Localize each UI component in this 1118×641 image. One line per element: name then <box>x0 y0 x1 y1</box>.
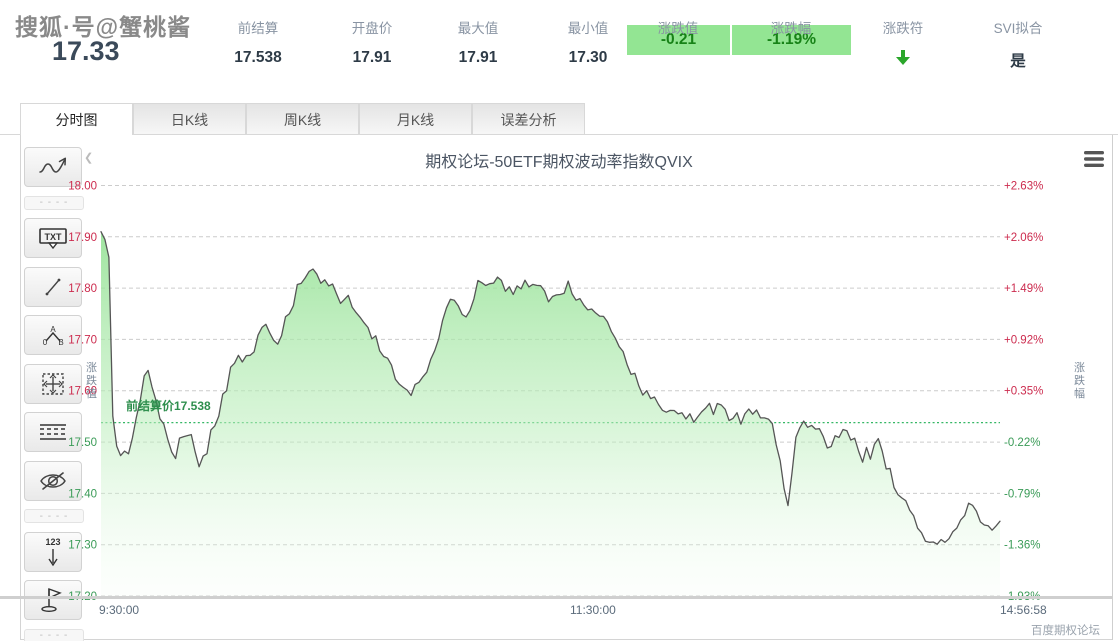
svg-text:-0.79%: -0.79% <box>1004 488 1040 500</box>
svg-text:18.00: 18.00 <box>68 181 97 193</box>
svg-text:+0.92%: +0.92% <box>1004 334 1043 346</box>
svg-text:+1.49%: +1.49% <box>1004 283 1043 295</box>
svg-text:17.90: 17.90 <box>68 232 97 244</box>
svg-text:-1.36%: -1.36% <box>1004 540 1040 552</box>
svg-text:+2.06%: +2.06% <box>1004 232 1043 244</box>
svg-text:17.70: 17.70 <box>68 334 97 346</box>
svg-text:+2.63%: +2.63% <box>1004 181 1043 193</box>
svg-text:17.40: 17.40 <box>68 488 97 500</box>
svg-text:+0.35%: +0.35% <box>1004 386 1043 398</box>
svg-text:17.30: 17.30 <box>68 540 97 552</box>
svg-text:17.80: 17.80 <box>68 283 97 295</box>
svg-text:-0.22%: -0.22% <box>1004 437 1040 449</box>
svg-text:17.50: 17.50 <box>68 437 97 449</box>
